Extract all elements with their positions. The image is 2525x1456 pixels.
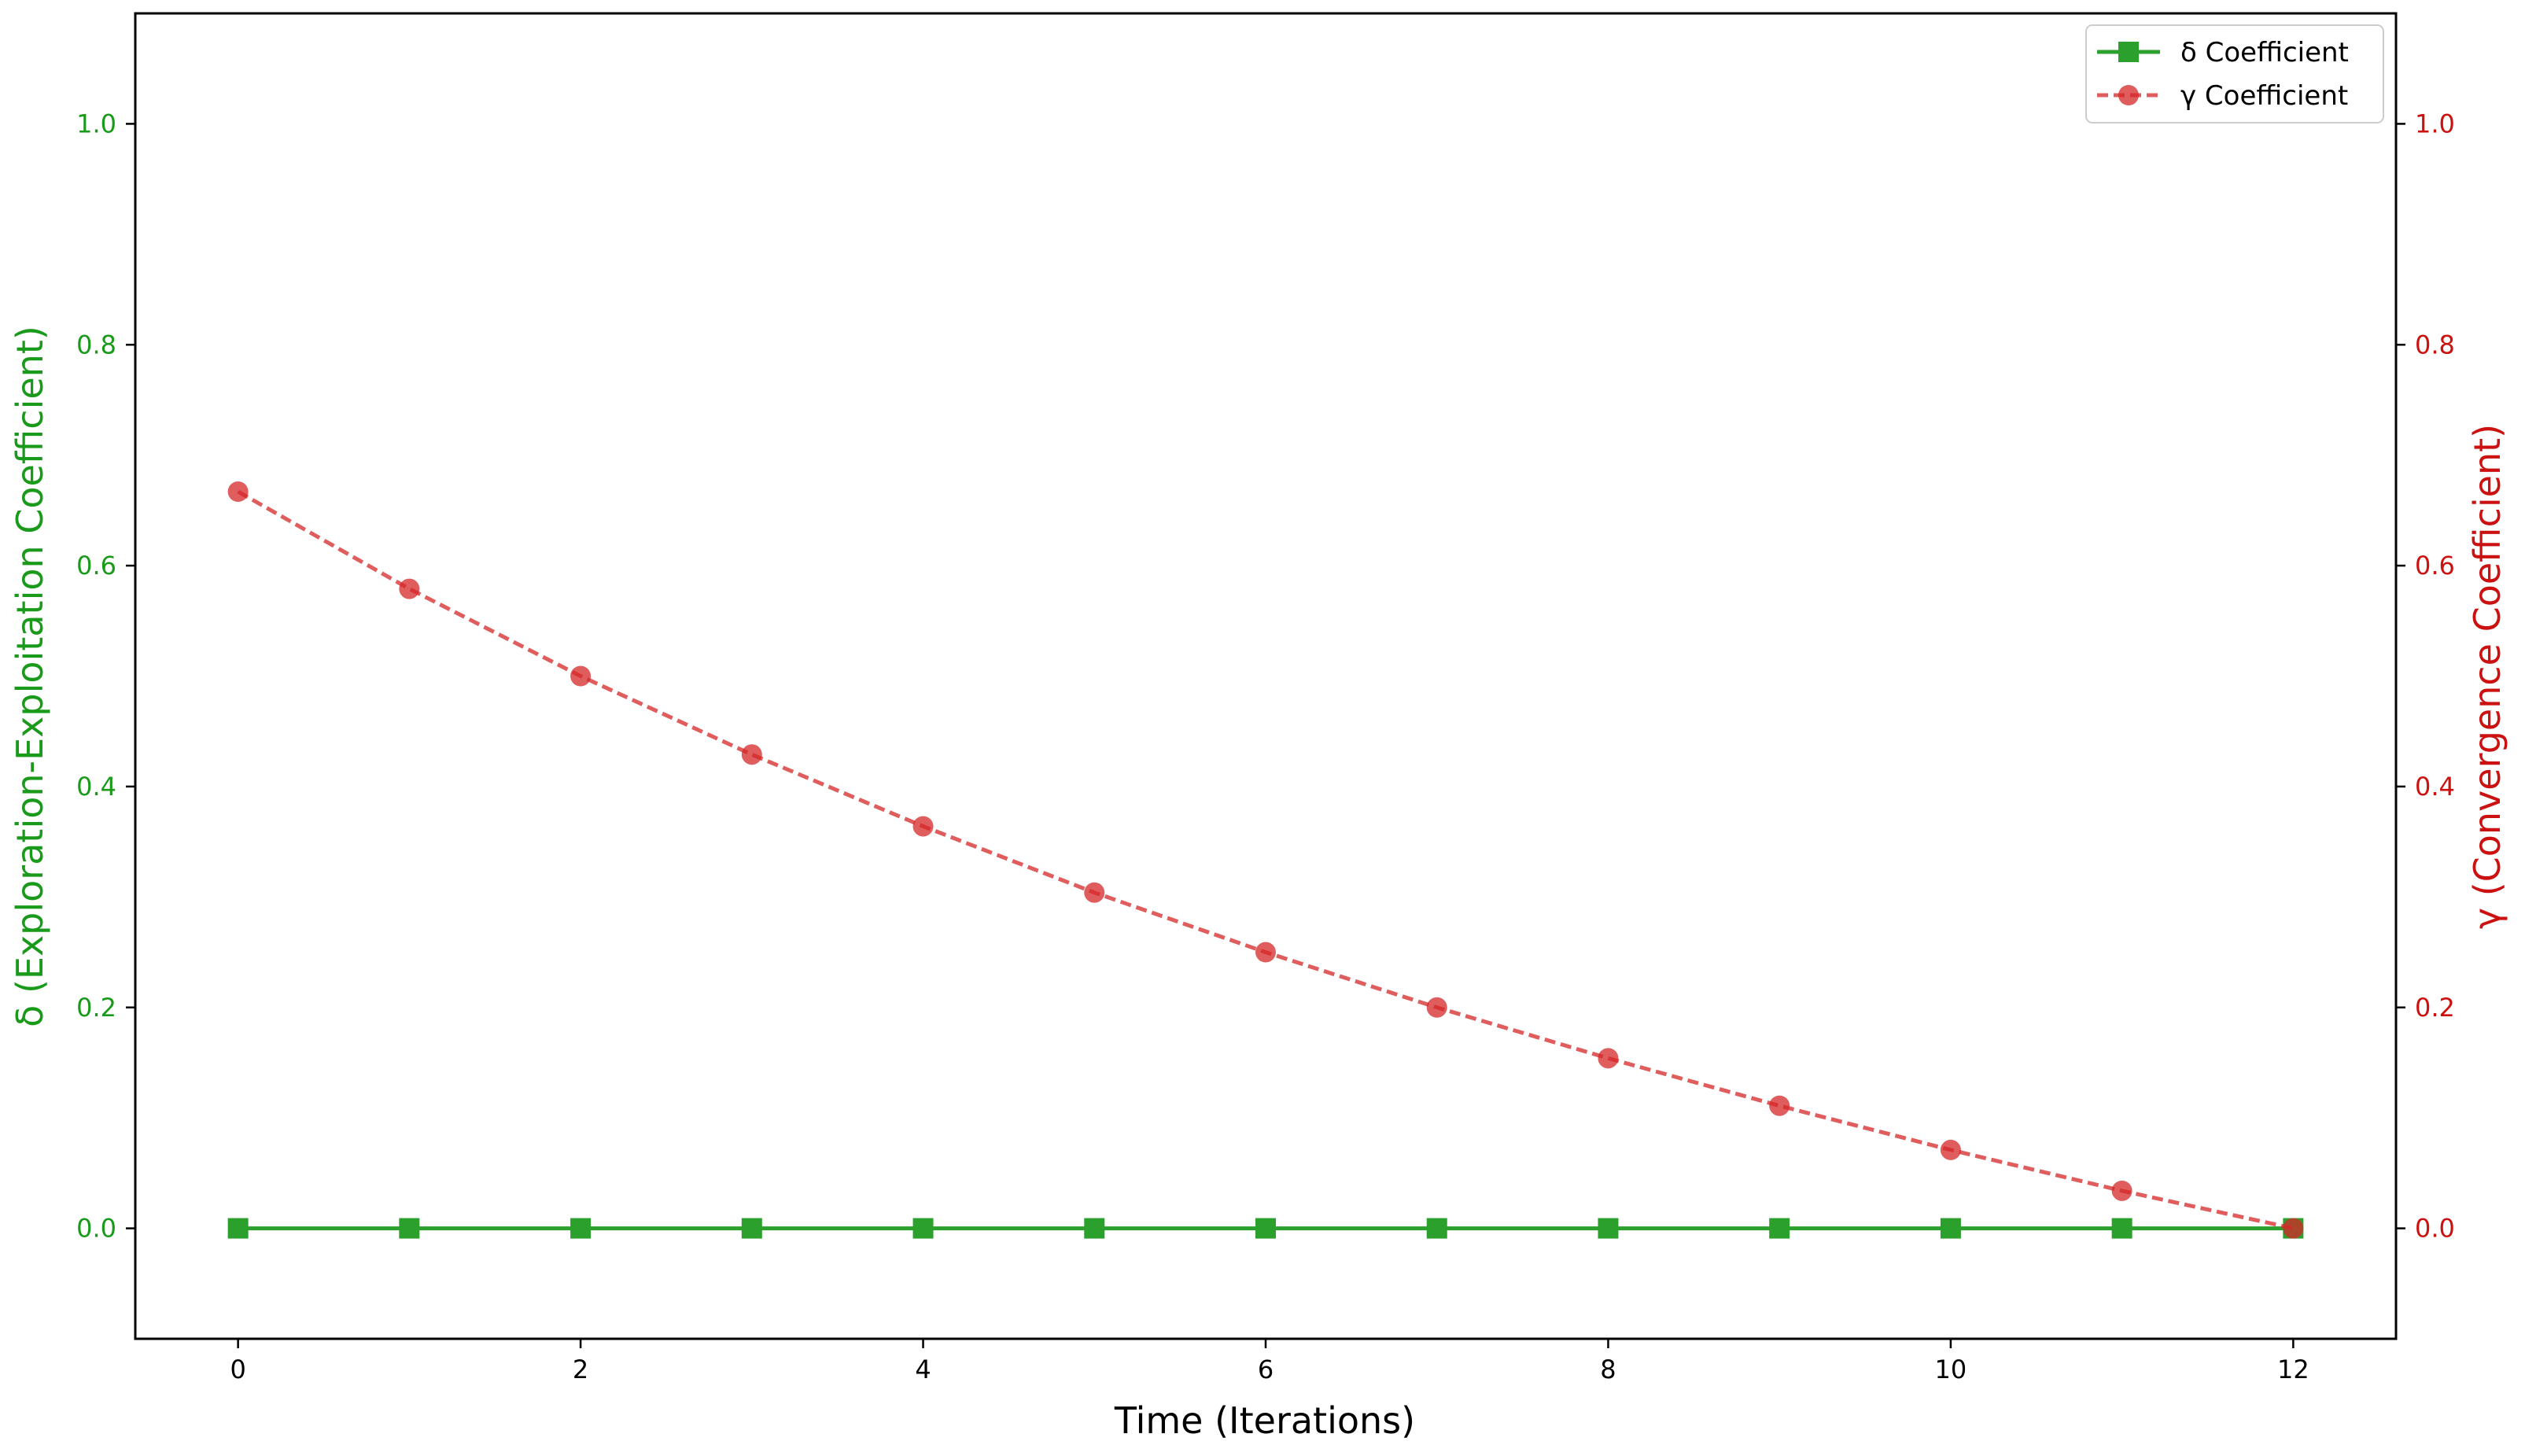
data-point [1598, 1218, 1619, 1239]
data-point [399, 578, 420, 599]
legend-marker-gamma [2118, 85, 2139, 105]
legend-item-gamma: γ Coefficient [2097, 80, 2348, 112]
data-point [1426, 1218, 1447, 1239]
legend-label-delta: δ Coefficient [2180, 37, 2349, 68]
data-point [912, 816, 934, 837]
y-right-tick-label: 1.0 [2415, 109, 2455, 138]
y-axis-right: 0.0 0.2 0.4 0.6 0.8 1.0 [2396, 109, 2455, 1244]
series-delta [227, 1218, 2304, 1239]
y-right-tick-label: 0.6 [2415, 551, 2455, 581]
data-point [912, 1218, 934, 1239]
legend-item-delta: δ Coefficient [2097, 37, 2349, 68]
data-point [570, 1218, 592, 1239]
x-tick-label: 0 [230, 1355, 245, 1384]
x-axis-title: Time (Iterations) [1114, 1399, 1415, 1442]
data-point [1426, 997, 1447, 1018]
data-point [2111, 1180, 2132, 1201]
data-point [2111, 1218, 2132, 1239]
data-point [1084, 882, 1105, 903]
y-axis-left-title: δ (Exploration-Exploitation Coefficient) [9, 326, 51, 1027]
data-point [1084, 1218, 1105, 1239]
y-left-tick-label: 0.6 [76, 551, 116, 581]
data-point [1255, 942, 1276, 963]
data-point [741, 1218, 762, 1239]
y-left-tick-label: 0.4 [76, 772, 116, 802]
y-left-tick-label: 0.0 [76, 1214, 116, 1244]
y-right-tick-label: 0.2 [2415, 993, 2455, 1023]
legend-label-gamma: γ Coefficient [2180, 80, 2348, 112]
data-point [1940, 1218, 1961, 1239]
x-tick-label: 4 [915, 1355, 931, 1384]
y-left-tick-label: 0.8 [76, 330, 116, 359]
data-point [1940, 1139, 1961, 1160]
y-left-tick-label: 1.0 [76, 109, 116, 138]
data-point [227, 481, 249, 503]
y-left-tick-label: 0.2 [76, 993, 116, 1023]
data-point [227, 1218, 249, 1239]
y-right-tick-label: 0.4 [2415, 772, 2455, 802]
x-tick-label: 12 [2277, 1355, 2309, 1384]
data-point [1769, 1218, 1790, 1239]
data-point [2283, 1218, 2304, 1239]
x-tick-label: 2 [573, 1355, 588, 1384]
y-axis-left: 0.0 0.2 0.4 0.6 0.8 1.0 [76, 109, 135, 1244]
x-tick-label: 6 [1258, 1355, 1274, 1384]
legend-marker-delta [2118, 42, 2139, 62]
x-tick-label: 8 [1600, 1355, 1616, 1384]
series-layer [227, 481, 2304, 1239]
data-point [570, 665, 592, 687]
legend: δ Coefficient γ Coefficient [2085, 24, 2384, 123]
data-point [741, 744, 762, 765]
data-point [1598, 1048, 1619, 1069]
legend-box [2085, 24, 2384, 123]
y-right-tick-label: 0.0 [2415, 1214, 2455, 1244]
data-point [399, 1218, 420, 1239]
y-axis-right-title: γ (Convergence Coefficient) [2466, 424, 2508, 929]
data-point [1255, 1218, 1276, 1239]
series-gamma [227, 481, 2304, 1239]
x-axis: 0 2 4 6 8 10 12 [230, 1339, 2309, 1384]
y-right-tick-label: 0.8 [2415, 330, 2455, 359]
x-tick-label: 10 [1935, 1355, 1967, 1384]
data-point [1769, 1095, 1790, 1116]
